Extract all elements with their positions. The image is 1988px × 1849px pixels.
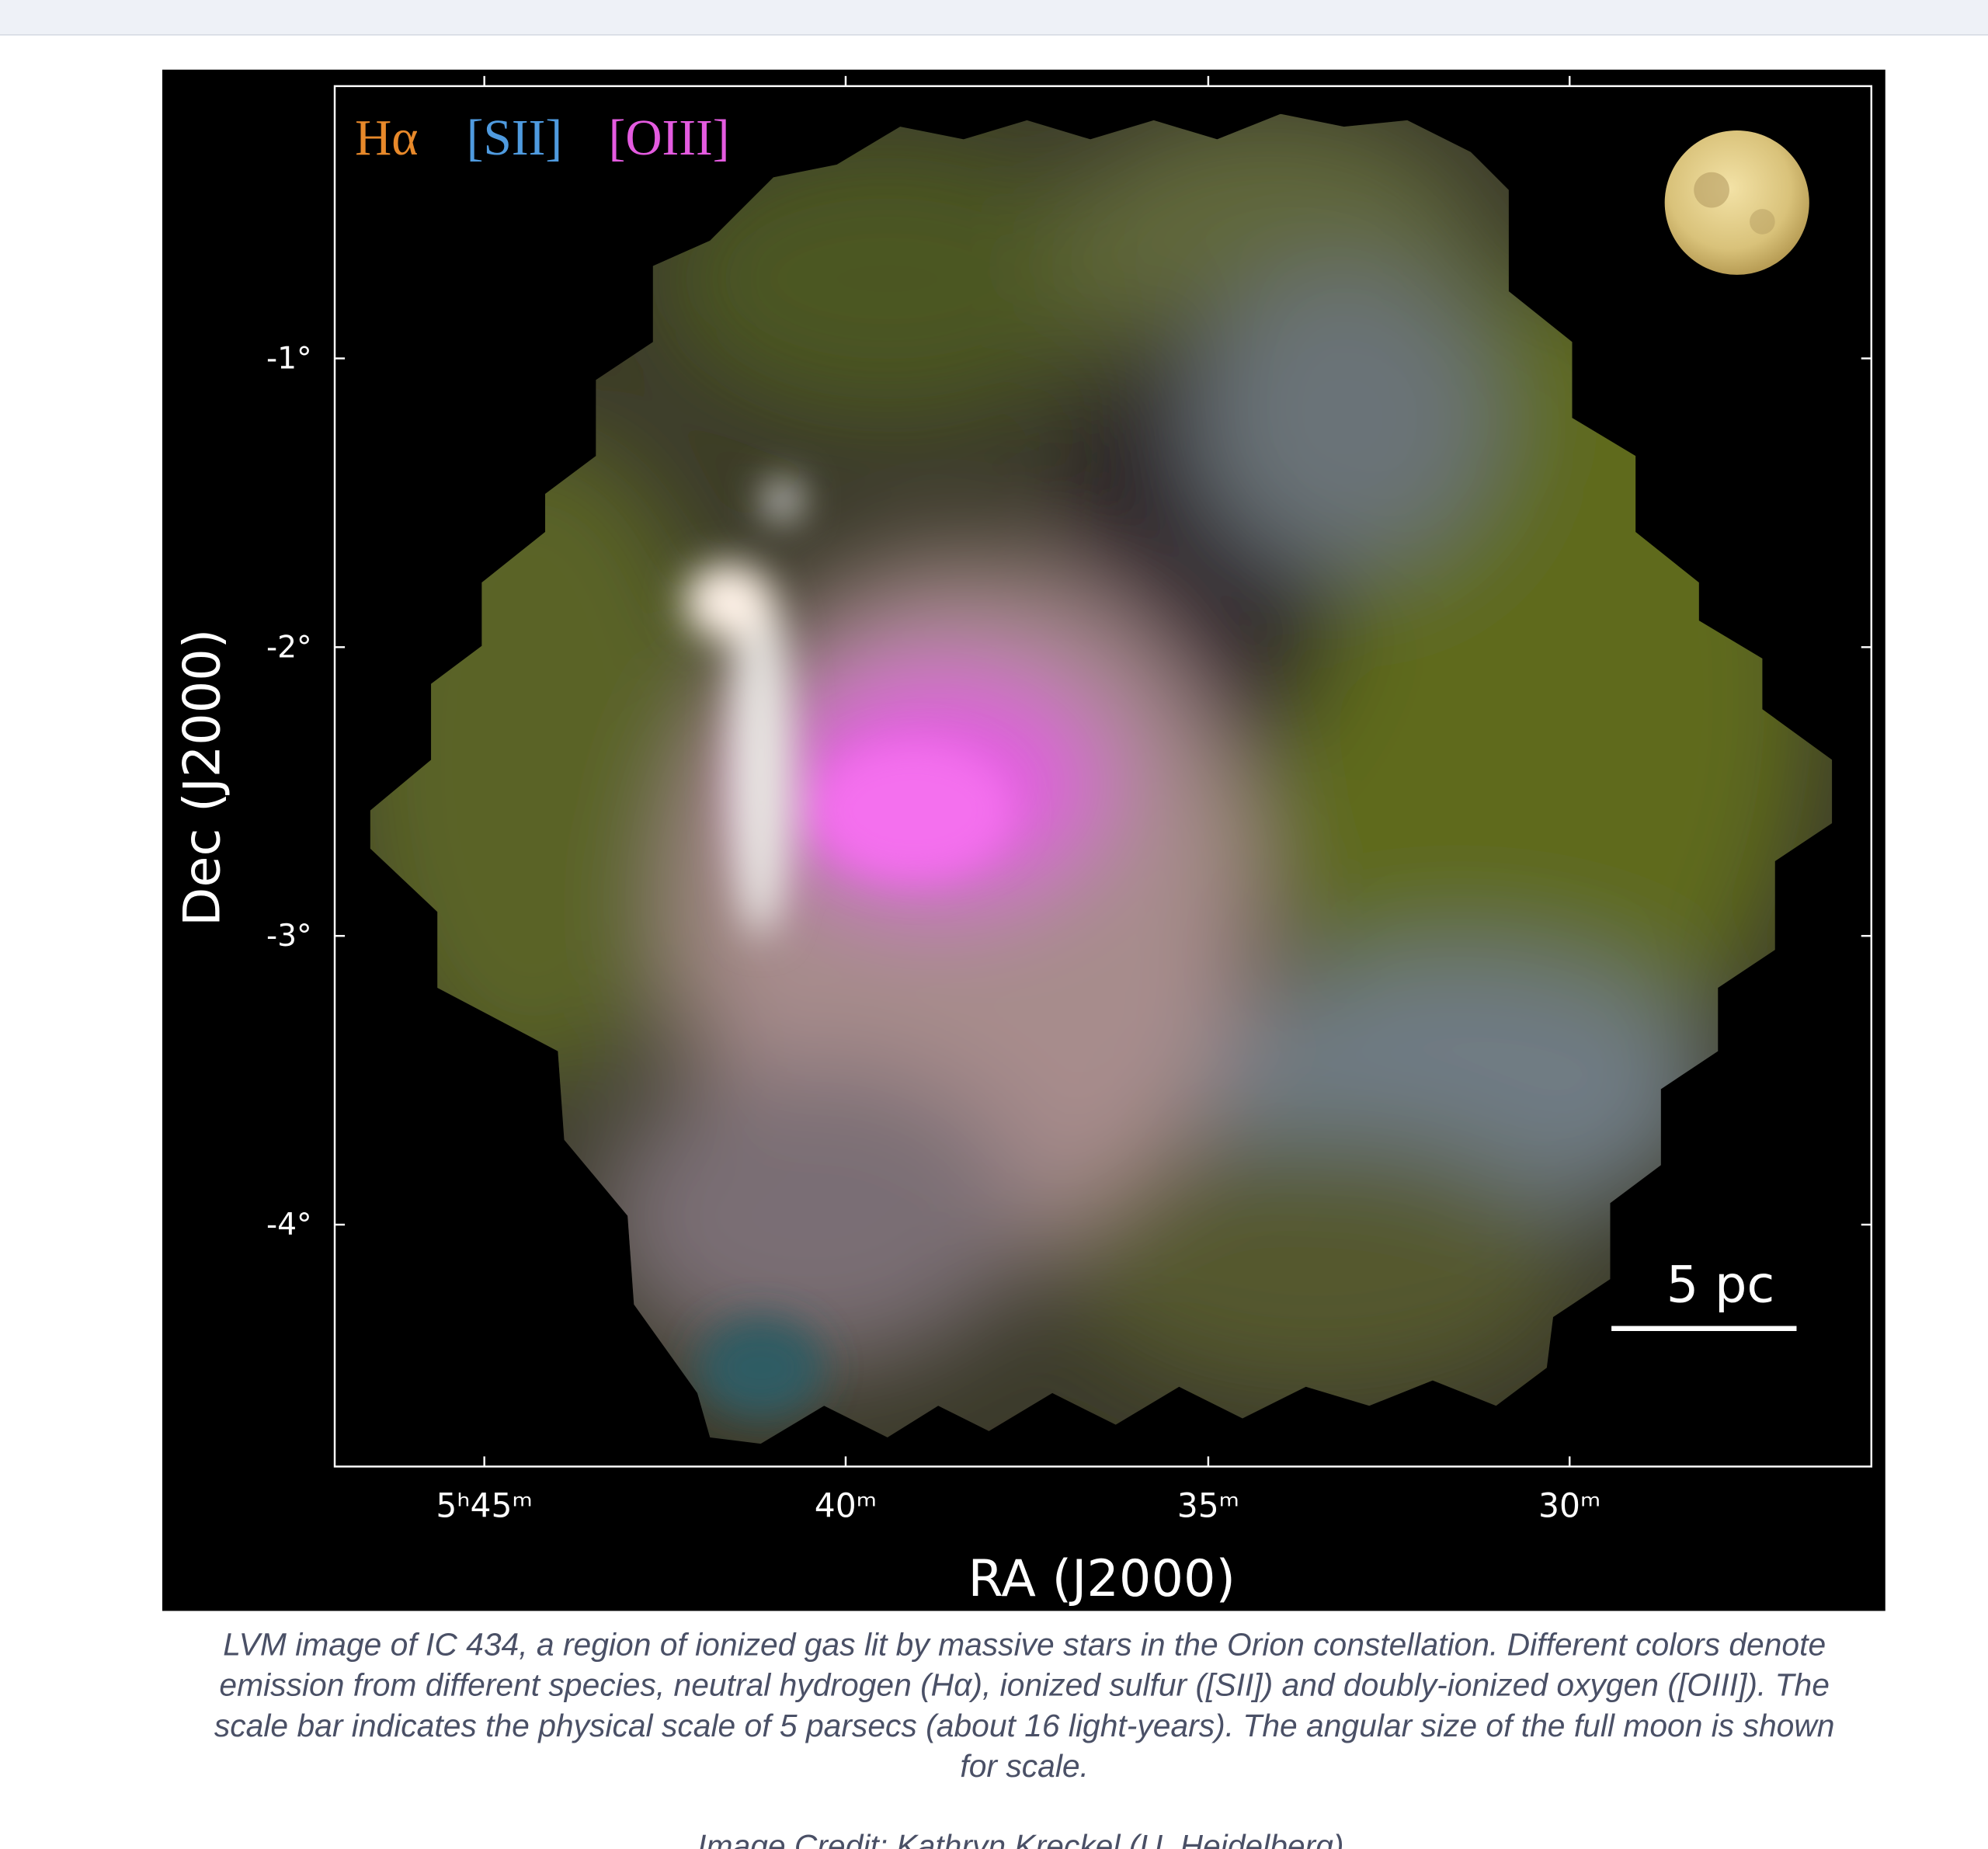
moon-mare [1750,209,1775,235]
x-tick-label: 40ᵐ [815,1488,877,1526]
legend-oiii: [OIII] [609,110,730,166]
moon [1664,130,1809,275]
caption-line: for scale. [960,1748,1089,1784]
legend-ha: Hα [355,110,418,166]
scale-bar [1611,1326,1797,1331]
x-tick-label: 30ᵐ [1538,1488,1600,1526]
y-tick-label: -1° [266,342,312,377]
y-tick-label: -2° [266,630,312,665]
x-tick-label: 35ᵐ [1177,1488,1239,1526]
caption-line: LVM image of IC 434, a region of ionized… [223,1627,1826,1663]
caption-line: emission from different species, neutral… [219,1667,1829,1703]
y-axis-label: Dec (J2000) [172,629,231,926]
caption-line: scale bar indicates the physical scale o… [214,1708,1835,1743]
scale-bar-label: 5 pc [1667,1256,1775,1315]
x-tick-label: 5ʰ45ᵐ [436,1488,533,1526]
caption: LVM image of IC 434, a region of ionized… [214,1627,1835,1849]
moon-mare [1694,172,1729,208]
image-credit: Image Credit: Kathryn Kreckel (U. Heidel… [697,1828,1343,1849]
browser-bar [0,0,1988,36]
bar-border [0,34,1988,36]
axes-frame [333,85,1873,1468]
ticks: -1° -2° -3° -4° 5ʰ45ᵐ 40ᵐ 35ᵐ 30ᵐ [266,75,1872,1526]
legend-sii: [SII] [467,110,562,166]
x-axis-label: RA (J2000) [968,1549,1236,1608]
y-tick-label: -3° [266,919,312,954]
y-tick-label: -4° [266,1208,312,1243]
